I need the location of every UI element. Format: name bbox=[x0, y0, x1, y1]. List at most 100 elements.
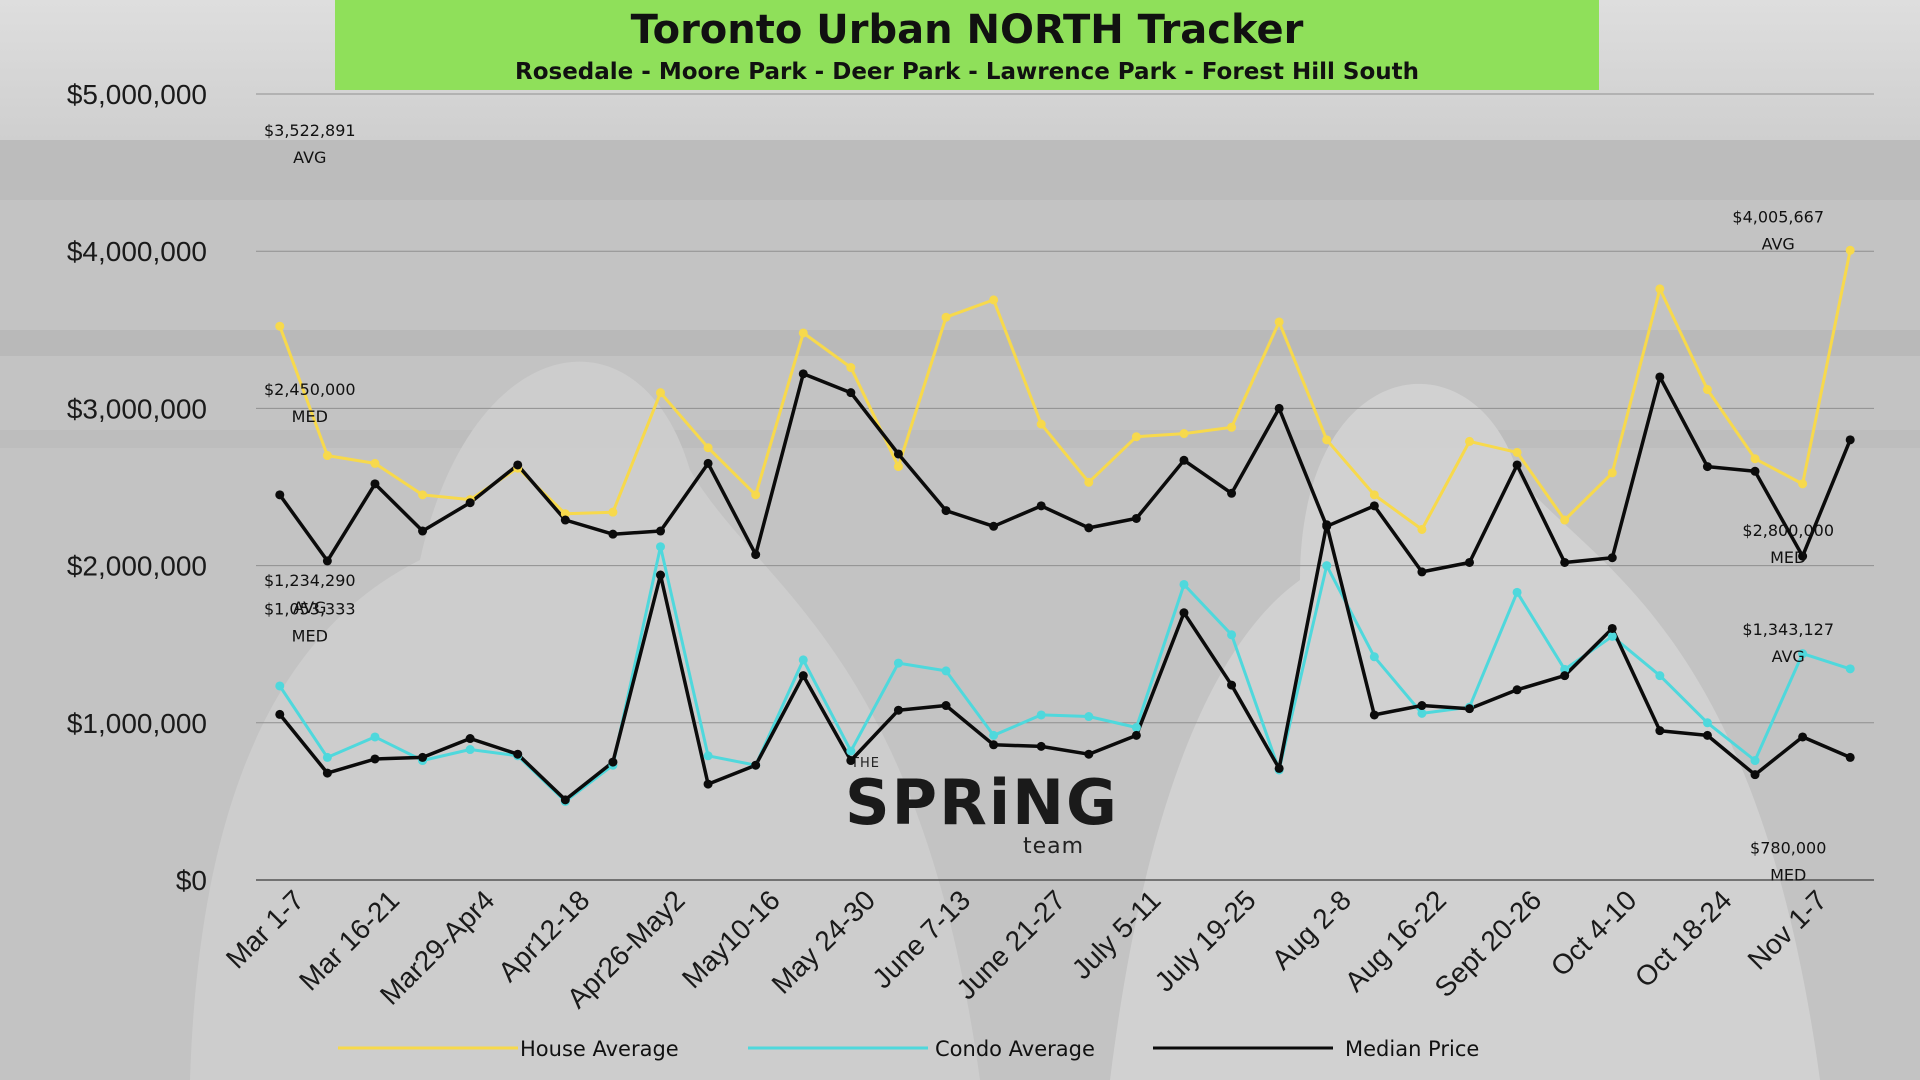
data-point bbox=[941, 312, 951, 322]
data-point bbox=[656, 542, 665, 552]
data-point bbox=[1179, 608, 1189, 618]
data-point bbox=[1417, 701, 1427, 711]
data-point bbox=[1512, 685, 1522, 695]
data-point bbox=[1702, 385, 1712, 395]
data-point bbox=[1845, 664, 1855, 674]
data-point bbox=[1465, 436, 1474, 446]
data-point bbox=[1131, 432, 1141, 442]
data-point bbox=[322, 556, 332, 566]
annotation-label: MED bbox=[292, 407, 328, 426]
data-point bbox=[1274, 317, 1284, 327]
y-tick-label: $1,000,000 bbox=[67, 708, 207, 739]
title-banner: Toronto Urban NORTH Tracker Rosedale - M… bbox=[335, 0, 1599, 90]
series-line bbox=[278, 545, 1851, 803]
annotation-label: AVG bbox=[1762, 234, 1795, 253]
annotation-value: $780,000 bbox=[1750, 838, 1826, 857]
annotation-label: AVG bbox=[293, 148, 326, 167]
data-point bbox=[893, 705, 903, 715]
legend-label: House Average bbox=[520, 1037, 679, 1061]
y-tick-label: $3,000,000 bbox=[67, 393, 207, 424]
data-point bbox=[370, 754, 380, 764]
data-point bbox=[1036, 419, 1046, 429]
data-point bbox=[1274, 763, 1284, 773]
data-point bbox=[1369, 490, 1379, 500]
data-point bbox=[1369, 652, 1379, 662]
data-point bbox=[608, 529, 618, 539]
data-point bbox=[1845, 245, 1855, 255]
data-point bbox=[1702, 718, 1712, 728]
annotation-label: MED bbox=[292, 626, 328, 645]
data-point bbox=[941, 701, 951, 711]
data-point bbox=[1322, 435, 1332, 445]
data-point bbox=[1845, 435, 1855, 445]
data-point bbox=[1084, 523, 1094, 533]
data-point bbox=[798, 671, 808, 681]
data-point bbox=[1655, 284, 1665, 294]
data-point bbox=[798, 369, 808, 379]
data-point bbox=[1512, 587, 1522, 597]
data-point bbox=[418, 490, 428, 500]
y-tick-label: $4,000,000 bbox=[67, 236, 207, 267]
x-tick-label: May 24-30 bbox=[766, 884, 881, 999]
data-point bbox=[322, 451, 332, 461]
data-point bbox=[656, 526, 665, 536]
data-point bbox=[656, 388, 665, 398]
y-tick-label: $2,000,000 bbox=[67, 551, 207, 582]
data-point bbox=[322, 752, 332, 762]
data-point bbox=[1084, 712, 1094, 722]
data-point bbox=[275, 490, 285, 500]
annotation-label: AVG bbox=[1772, 647, 1805, 666]
data-point bbox=[1036, 501, 1046, 511]
data-point bbox=[989, 521, 999, 531]
x-tick-label: July 5-11 bbox=[1066, 884, 1167, 985]
data-point bbox=[1512, 447, 1522, 457]
data-point bbox=[1417, 567, 1427, 577]
data-point bbox=[1131, 513, 1141, 523]
data-point bbox=[703, 443, 713, 453]
annotation-label: MED bbox=[1770, 548, 1806, 567]
annotation-value: $3,522,891 bbox=[264, 121, 356, 140]
x-tick-label: Mar 1-7 bbox=[220, 884, 310, 974]
data-point bbox=[418, 752, 428, 762]
data-point bbox=[418, 526, 428, 536]
data-point bbox=[893, 462, 903, 472]
series-line bbox=[278, 250, 1852, 531]
data-point bbox=[1702, 730, 1712, 740]
data-point bbox=[1227, 680, 1237, 690]
data-point bbox=[1798, 649, 1808, 659]
data-point bbox=[1750, 756, 1760, 766]
annotation-label: MED bbox=[1770, 865, 1806, 884]
data-point bbox=[846, 363, 856, 373]
data-point bbox=[1417, 708, 1427, 718]
data-point bbox=[1227, 630, 1237, 640]
data-point bbox=[1560, 664, 1570, 674]
data-point bbox=[1607, 623, 1617, 633]
data-point bbox=[751, 490, 761, 500]
data-point bbox=[656, 570, 665, 580]
data-point bbox=[1131, 723, 1141, 733]
data-point bbox=[1465, 704, 1474, 714]
data-point bbox=[275, 709, 285, 719]
data-point bbox=[1560, 557, 1570, 567]
data-point bbox=[798, 328, 808, 338]
data-point bbox=[751, 760, 761, 770]
data-point bbox=[1036, 710, 1046, 720]
data-point bbox=[798, 655, 808, 665]
data-point bbox=[1084, 749, 1094, 759]
data-point bbox=[513, 749, 523, 759]
data-point bbox=[1084, 477, 1094, 487]
data-point bbox=[1798, 551, 1808, 561]
data-point bbox=[275, 681, 285, 691]
data-point bbox=[1607, 553, 1617, 563]
annotation-value: $1,343,127 bbox=[1742, 620, 1834, 639]
data-point bbox=[1798, 479, 1808, 489]
data-point bbox=[941, 506, 951, 516]
data-point bbox=[1179, 455, 1189, 465]
logo-word: SPRiNG bbox=[845, 766, 1119, 839]
data-point bbox=[1179, 429, 1189, 439]
legend-label: Median Price bbox=[1345, 1037, 1479, 1061]
annotation-label: AVG bbox=[293, 598, 326, 617]
data-point bbox=[989, 730, 999, 740]
data-point bbox=[941, 666, 951, 676]
